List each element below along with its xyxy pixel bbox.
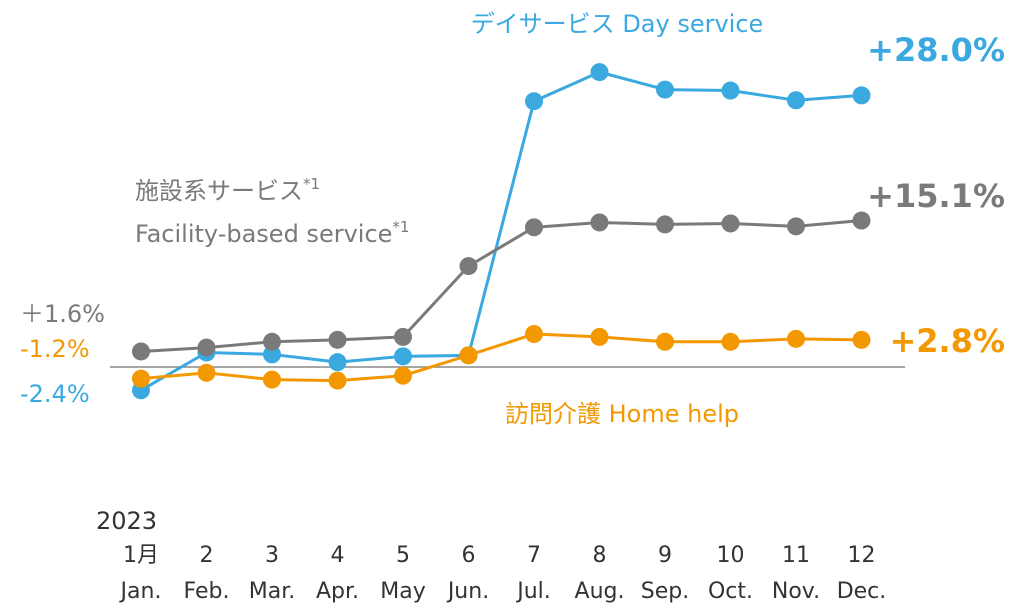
- data-point: [852, 211, 871, 230]
- series-label-text: 訪問介護 Home help: [505, 400, 739, 428]
- data-point: [787, 217, 805, 236]
- data-point: [787, 329, 805, 348]
- end-label: +2.8%: [889, 322, 1005, 360]
- x-tick-label-en: Dec.: [837, 579, 887, 604]
- x-tick-label-en: Jan.: [119, 579, 162, 604]
- x-tick-label-en: Feb.: [184, 579, 230, 604]
- data-point: [590, 327, 609, 346]
- x-tick-label-en: Apr.: [316, 579, 359, 604]
- data-point: [590, 63, 609, 82]
- x-tick-label-en: May: [380, 579, 425, 604]
- data-point: [852, 330, 871, 349]
- data-point: [656, 80, 674, 99]
- x-tick-label-en: Mar.: [249, 579, 295, 604]
- data-point: [197, 363, 216, 382]
- series-label-text: 施設系サービス: [135, 177, 303, 205]
- data-point: [132, 342, 150, 361]
- start-label: ＋1.6%: [20, 300, 105, 328]
- data-point: [590, 213, 609, 232]
- series-label-note: *1: [303, 175, 320, 193]
- data-point: [656, 215, 674, 234]
- series-label: 訪問介護 Home help: [505, 400, 739, 428]
- x-tick-label-en: Aug.: [575, 579, 625, 604]
- data-point: [852, 86, 871, 105]
- data-point: [263, 332, 281, 351]
- data-point: [721, 332, 740, 351]
- x-tick-label: 2: [200, 543, 214, 568]
- data-point: [328, 330, 347, 349]
- series-label: 施設系サービス*1: [135, 175, 320, 206]
- year-label: 2023: [96, 507, 157, 535]
- end-label: +28.0%: [867, 31, 1005, 69]
- series-label: デイサービス Day service: [471, 10, 764, 38]
- data-point: [787, 91, 805, 110]
- data-point: [394, 366, 412, 385]
- series-line: [140, 70, 862, 392]
- data-point: [394, 327, 412, 346]
- start-label: -1.2%: [20, 335, 90, 363]
- data-point: [459, 257, 478, 276]
- series-line: [140, 219, 862, 353]
- x-tick-label: 9: [658, 543, 672, 568]
- data-point: [459, 346, 478, 365]
- start-label: -2.4%: [20, 380, 90, 408]
- data-point: [656, 332, 674, 351]
- x-tick-label: 10: [717, 543, 745, 568]
- x-tick-label: 11: [782, 543, 810, 568]
- x-tick-label-en: Oct.: [708, 579, 753, 604]
- x-tick-label: 8: [593, 543, 607, 568]
- data-point: [197, 338, 216, 357]
- data-point: [394, 347, 412, 366]
- data-point: [721, 81, 740, 100]
- data-point: [328, 353, 347, 372]
- x-tick-label: 6: [462, 543, 476, 568]
- data-point: [525, 218, 543, 237]
- series-label: Facility-based service*1: [135, 218, 409, 249]
- series-label-text: デイサービス Day service: [471, 10, 764, 38]
- data-point: [525, 325, 543, 344]
- x-tick-label: 5: [396, 543, 410, 568]
- x-tick-label: 3: [265, 543, 279, 568]
- x-tick-label-en: Jul.: [515, 579, 551, 604]
- x-tick-label-en: Sep.: [641, 579, 689, 604]
- x-tick-label: 12: [848, 543, 876, 568]
- x-tick-label-en: Nov.: [772, 579, 820, 604]
- data-point: [525, 92, 543, 111]
- x-tick-label: 7: [527, 543, 541, 568]
- end-label: +15.1%: [867, 177, 1005, 215]
- data-point: [328, 371, 347, 390]
- series-label-note: *1: [392, 218, 409, 236]
- x-tick-label-en: Jun.: [446, 579, 489, 604]
- data-point: [132, 369, 150, 388]
- data-point: [263, 345, 281, 364]
- data-point: [263, 370, 281, 389]
- series-line: [140, 332, 862, 383]
- series-label-text: Facility-based service: [135, 220, 392, 248]
- x-tick-label: 4: [331, 543, 345, 568]
- x-tick-label: 1月: [123, 543, 159, 568]
- data-point: [721, 214, 740, 233]
